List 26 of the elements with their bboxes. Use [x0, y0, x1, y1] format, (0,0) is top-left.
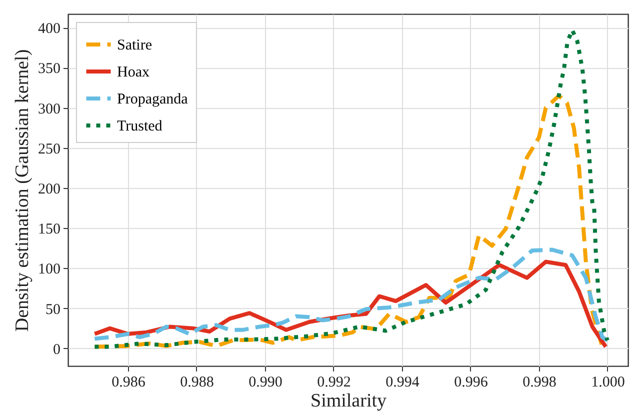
y-tick-label: 400: [38, 21, 60, 38]
legend-label: Hoax: [117, 64, 150, 80]
y-axis-title: Density estimation (Gaussian kernel): [12, 49, 33, 332]
x-tick-label: 0.986: [112, 374, 146, 390]
line-series: [92, 248, 610, 342]
y-tick-label: 0: [53, 342, 60, 358]
y-tick-label: 350: [38, 61, 60, 78]
legend-label: Propaganda: [117, 92, 188, 108]
x-tick-label: 1.000: [591, 374, 625, 390]
y-tick-label: 200: [38, 181, 60, 198]
legend-label: Satire: [117, 38, 152, 54]
x-tick-label: 0.992: [317, 374, 351, 390]
x-tick-label: 0.994: [386, 374, 420, 390]
line-series: [92, 94, 604, 349]
x-tick-label: 0.996: [454, 374, 488, 390]
y-tick-label: 250: [38, 141, 60, 158]
y-tick-label: 300: [38, 101, 60, 118]
y-tick-label: 100: [38, 262, 60, 278]
y-tick-label: 150: [38, 222, 60, 238]
x-tick-label: 0.990: [248, 374, 282, 390]
legend-label: Trusted: [117, 118, 163, 134]
y-tick-label: 50: [46, 302, 60, 318]
x-tick-label: 0.988: [180, 374, 214, 390]
x-axis-title: Similarity: [310, 390, 387, 411]
x-tick-label: 0.998: [522, 374, 556, 390]
line-series: [92, 28, 610, 349]
